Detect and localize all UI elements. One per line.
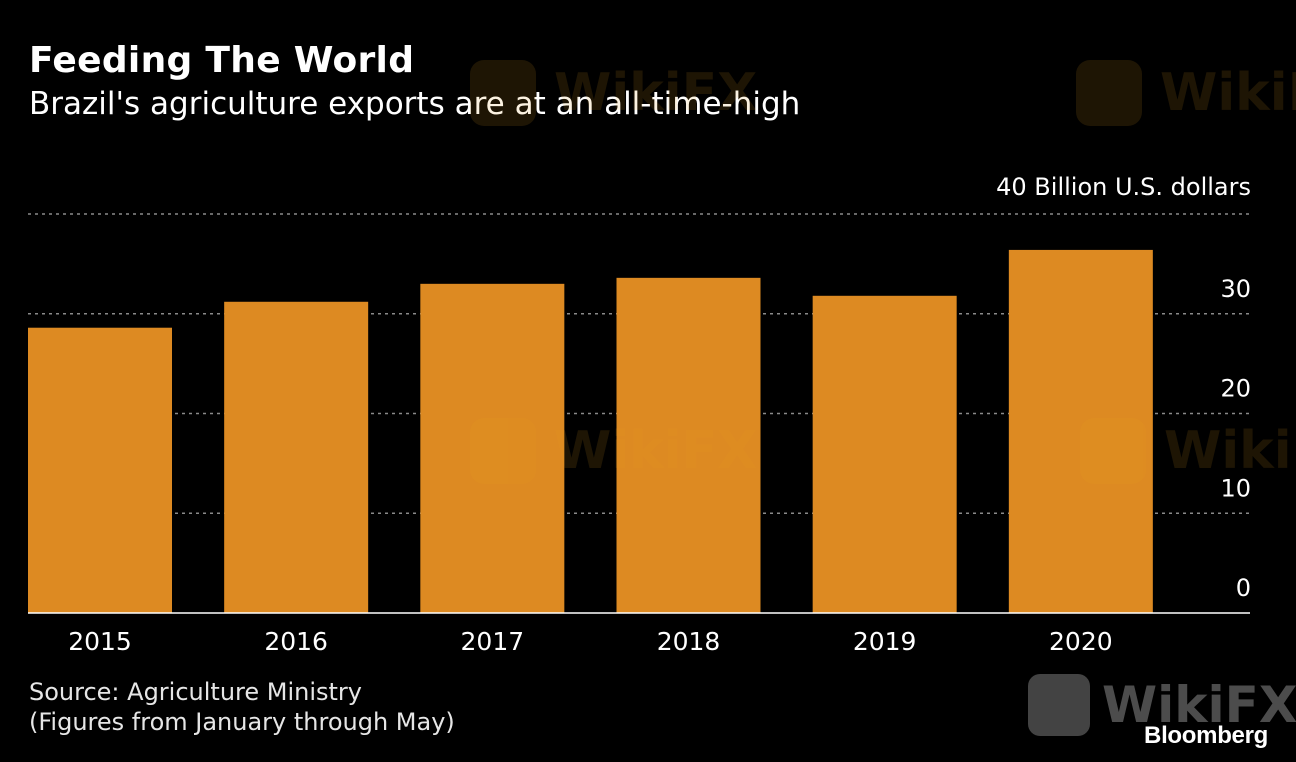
y-tick-label: 10: [1220, 474, 1251, 502]
source-note: Source: Agriculture Ministry: [29, 678, 362, 706]
chart-title: Feeding The World: [29, 40, 415, 81]
y-tick-label: 30: [1220, 275, 1251, 303]
bar: [28, 327, 172, 613]
bar: [224, 301, 369, 613]
wikifx-logo-icon: [1028, 674, 1090, 736]
y-axis-label: 40 Billion U.S. dollars: [996, 173, 1251, 201]
bar: [616, 277, 761, 613]
y-tick-label: 20: [1220, 375, 1251, 403]
period-note: (Figures from January through May): [29, 708, 455, 736]
bloomberg-logo: Bloomberg: [1144, 722, 1268, 749]
bar: [1008, 249, 1153, 613]
x-tick-label: 2018: [657, 627, 721, 656]
watermark-corner: WikiFX: [1028, 674, 1296, 736]
bar: [420, 283, 565, 613]
chart-subtitle: Brazil's agriculture exports are at an a…: [29, 86, 801, 122]
x-tick-label: 2019: [853, 627, 917, 656]
bar: [812, 295, 957, 613]
x-tick-label: 2016: [264, 627, 328, 656]
watermark-corner-text: WikiFX: [1102, 676, 1296, 734]
y-tick-label: 0: [1236, 574, 1251, 602]
x-tick-label: 2015: [68, 627, 132, 656]
x-tick-label: 2017: [461, 627, 525, 656]
x-tick-label: 2020: [1049, 627, 1113, 656]
